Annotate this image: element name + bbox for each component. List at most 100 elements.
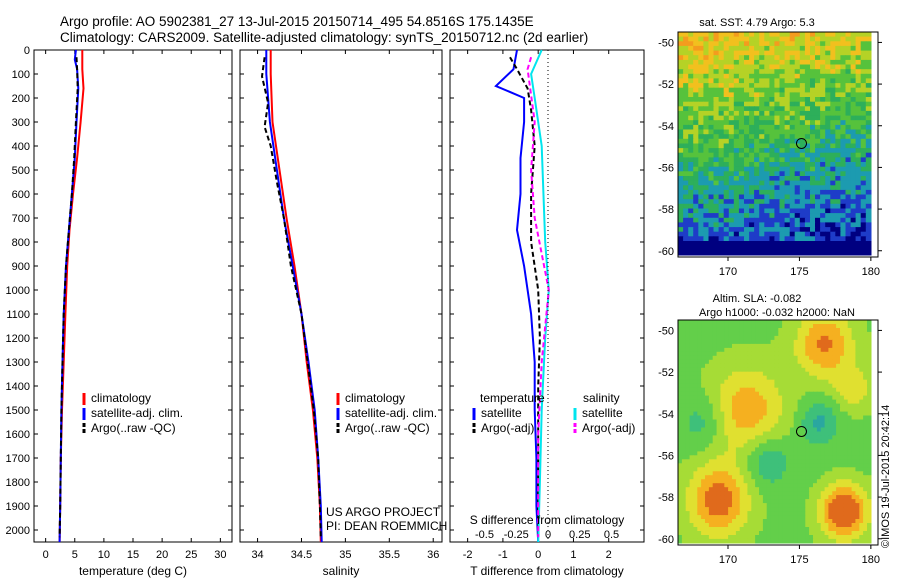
map-cell	[784, 69, 791, 75]
map-cell	[693, 106, 699, 112]
map-cell	[678, 463, 683, 468]
map-cell	[840, 250, 847, 256]
map-cell	[747, 519, 752, 524]
map-cell	[867, 523, 872, 528]
map-cell	[728, 157, 735, 163]
map-cell	[693, 538, 698, 544]
map-cell	[751, 527, 756, 532]
map-cell	[825, 213, 831, 219]
map-cell	[789, 427, 795, 433]
map-cell	[678, 459, 683, 464]
map-cell	[766, 495, 772, 500]
map-cell	[744, 64, 750, 70]
map-cell	[786, 531, 791, 536]
map-cell	[749, 120, 755, 126]
map-cell	[733, 106, 740, 112]
map-cell	[744, 157, 750, 163]
map-cell	[749, 171, 755, 177]
map-cell	[774, 471, 779, 476]
map-cell	[728, 50, 735, 56]
map-cell	[747, 407, 752, 413]
map-cell	[855, 379, 860, 385]
map-cell	[835, 189, 841, 196]
map-cell	[805, 467, 810, 472]
map-cell	[733, 189, 740, 196]
map-cell	[843, 515, 849, 520]
map-cell	[724, 331, 729, 337]
map-cell	[766, 487, 772, 492]
map-cell	[774, 157, 781, 163]
map-cell	[678, 110, 684, 117]
map-cell	[718, 152, 725, 158]
map-cell	[801, 495, 806, 500]
salinity-plot-frame	[239, 49, 443, 543]
map-cell	[701, 531, 706, 536]
map-cell	[843, 451, 849, 456]
map-cell	[855, 411, 860, 417]
map-cell	[786, 419, 791, 425]
map-cell	[735, 351, 741, 357]
map-cell	[738, 171, 745, 177]
map-cell	[836, 383, 841, 389]
map-cell	[701, 335, 706, 341]
map-cell	[774, 97, 781, 103]
map-cell	[708, 451, 714, 456]
map-cell	[836, 467, 841, 472]
map-cell	[830, 78, 836, 84]
map-cell	[805, 363, 810, 369]
map-cell	[766, 331, 772, 337]
map-cell	[816, 387, 822, 393]
map-cell	[832, 347, 837, 353]
map-cell	[813, 324, 818, 329]
map-cell	[845, 32, 852, 38]
map-cell	[801, 507, 806, 512]
map-cell	[678, 138, 684, 144]
map-cell	[835, 152, 841, 158]
map-cell	[755, 328, 760, 333]
map-cell	[735, 331, 741, 337]
map-cell	[703, 55, 710, 61]
map-cell	[824, 443, 830, 448]
map-cell	[689, 535, 695, 540]
map-cell	[759, 59, 765, 66]
map-cell	[739, 467, 745, 472]
map-cell	[755, 471, 760, 476]
map-cell	[799, 185, 806, 191]
map-cell	[774, 343, 779, 349]
map-cell	[786, 459, 791, 464]
map-cell	[786, 407, 791, 413]
map-cell	[836, 443, 841, 448]
map-cell	[855, 176, 862, 182]
map-cell	[747, 351, 752, 357]
map-cell	[698, 73, 704, 79]
map-cell	[697, 415, 702, 421]
difference-series	[494, 49, 550, 543]
map-cell	[813, 343, 818, 349]
map-cell	[744, 45, 750, 52]
map-cell	[732, 459, 737, 464]
map-cell	[850, 138, 857, 144]
map-cell	[774, 531, 779, 536]
map-cell	[697, 535, 702, 540]
map-cell	[678, 535, 683, 540]
map-cell	[845, 138, 852, 144]
map-cell	[716, 331, 722, 337]
map-cell	[705, 538, 710, 544]
map-cell	[769, 106, 776, 112]
legend-climatology: climatology	[91, 391, 151, 405]
map-cell	[738, 213, 745, 219]
map-cell	[784, 101, 791, 107]
map-cell	[774, 379, 779, 385]
map-cell	[789, 538, 795, 544]
map-cell	[830, 157, 836, 163]
map-cell	[779, 231, 786, 237]
map-cell	[681, 367, 687, 373]
map-cell	[784, 124, 791, 131]
map-cell	[723, 166, 730, 172]
map-cell	[782, 328, 787, 333]
map-cell	[759, 403, 764, 409]
map-cell	[828, 451, 833, 456]
map-cell	[863, 439, 868, 444]
map-cell	[809, 499, 814, 504]
map-cell	[865, 166, 872, 172]
